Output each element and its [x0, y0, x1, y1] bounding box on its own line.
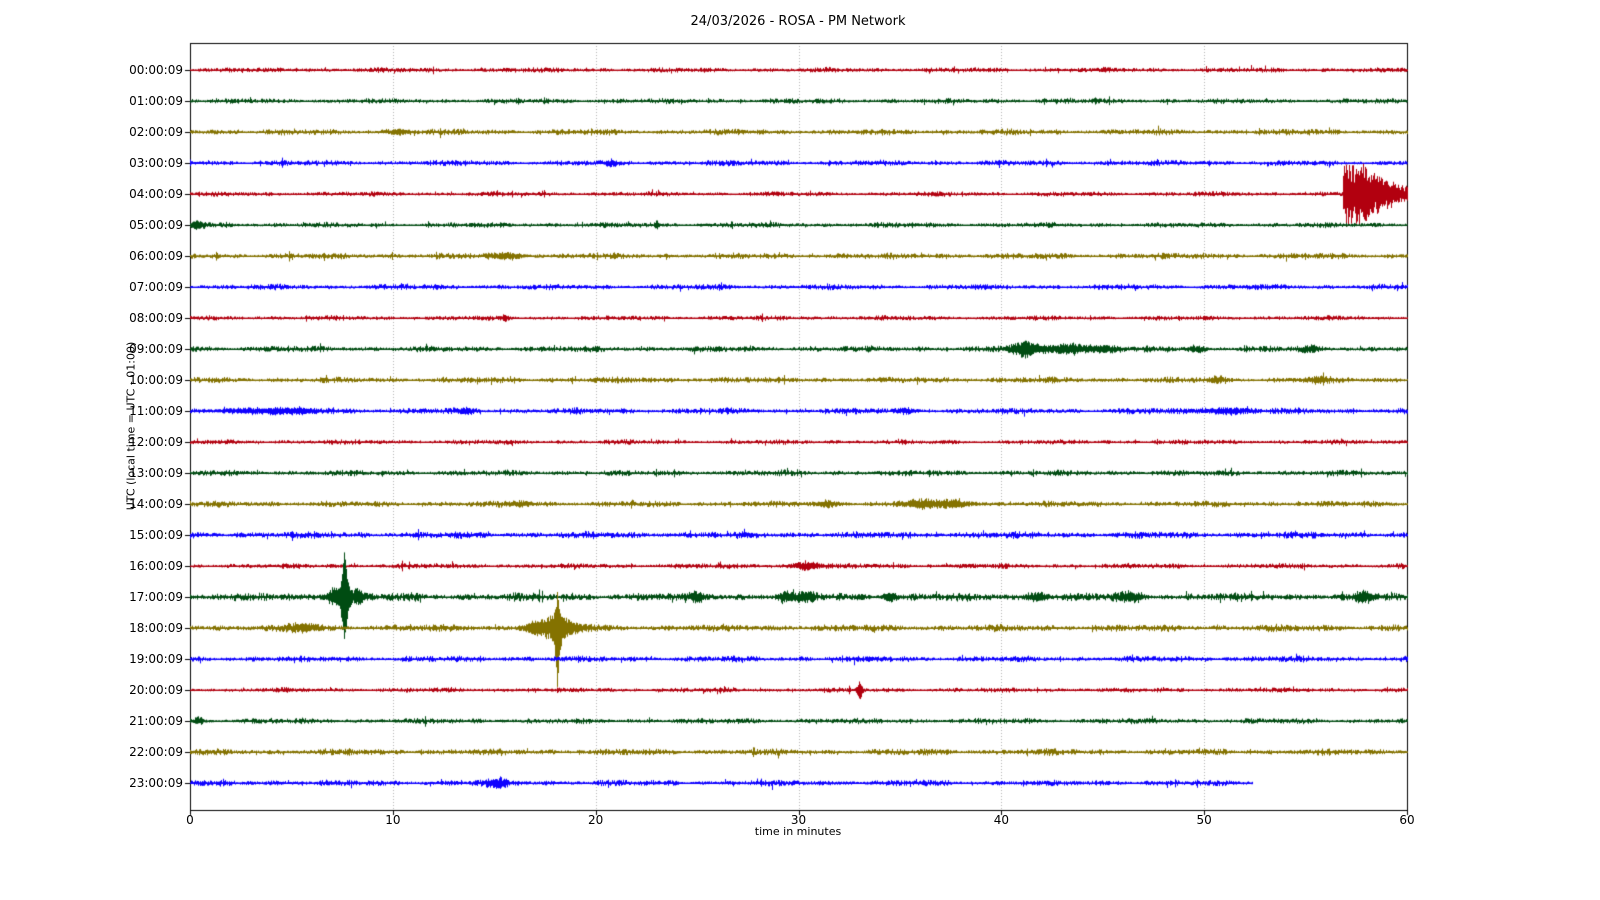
hour-label: 21:00:09 — [129, 714, 183, 728]
hour-label: 18:00:09 — [129, 621, 183, 635]
hour-label: 13:00:09 — [129, 466, 183, 480]
minute-label: 40 — [993, 813, 1009, 827]
hour-label: 00:00:09 — [129, 63, 183, 77]
hour-label: 17:00:09 — [129, 590, 183, 604]
hour-label: 02:00:09 — [129, 125, 183, 139]
hour-label: 07:00:09 — [129, 280, 183, 294]
minute-label: 0 — [186, 813, 194, 827]
hour-label: 01:00:09 — [129, 94, 183, 108]
hour-label: 14:00:09 — [129, 497, 183, 511]
minute-label: 20 — [588, 813, 604, 827]
minute-label: 30 — [790, 813, 807, 827]
hour-label: 15:00:09 — [129, 528, 183, 542]
hour-label: 22:00:09 — [129, 745, 183, 759]
hour-label: 09:00:09 — [129, 342, 183, 356]
hour-label: 04:00:09 — [129, 187, 183, 201]
hour-label: 23:00:09 — [129, 776, 183, 790]
y-axis-label: UTC (local time = UTC - 01:00) — [124, 341, 138, 511]
page-title: 24/03/2026 - ROSA - PM Network — [690, 14, 906, 29]
hour-label: 05:00:09 — [129, 218, 183, 232]
hour-label: 06:00:09 — [129, 249, 183, 263]
hour-label: 20:00:09 — [129, 683, 183, 697]
hour-label: 16:00:09 — [129, 559, 183, 573]
hour-label: 12:00:09 — [129, 435, 183, 449]
hour-label: 10:00:09 — [129, 373, 183, 387]
hour-label: 03:00:09 — [129, 156, 183, 170]
hour-label: 19:00:09 — [129, 652, 183, 666]
minute-label: 60 — [1399, 813, 1415, 827]
hour-label: 08:00:09 — [129, 311, 183, 325]
minute-label: 50 — [1196, 813, 1212, 827]
minute-label: 10 — [385, 813, 401, 827]
x-axis-label: time in minutes — [754, 825, 842, 838]
hour-label: 11:00:09 — [129, 404, 183, 418]
